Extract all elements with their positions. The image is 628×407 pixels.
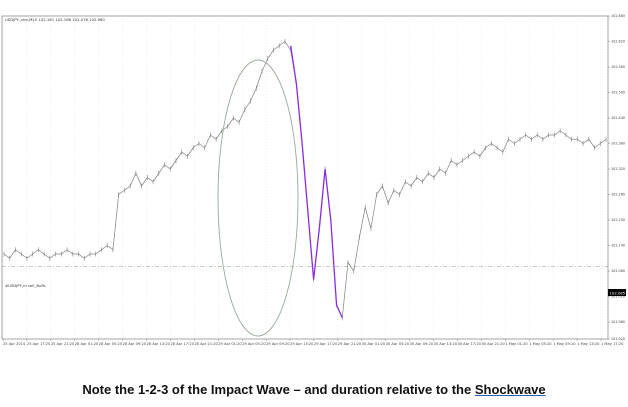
x-tick-label: 29 Apr 17:20: [314, 342, 338, 346]
x-tick-label: 28 Apr 17:20: [170, 342, 194, 346]
x-axis: 25 Apr 2014 25 Apr 17:20 25 Apr 21:20 28 Ap…: [2, 339, 624, 346]
chart-area: 102.680 102.620 102.560 102.500 102.440 102.3…: [1, 14, 626, 346]
x-tick-label: 30 Apr 01:20: [362, 342, 386, 346]
x-tick-label: 1 May 01:20: [505, 342, 528, 346]
x-tick-label: 1 May 17:20: [601, 342, 624, 346]
y-tick-label: 102.260: [611, 193, 625, 197]
caption-text: Note the 1-2-3 of the Impact Wave – and …: [82, 382, 475, 397]
y-tick-label: 102.200: [611, 218, 625, 222]
y-tick-label: 101.960: [611, 320, 625, 324]
x-tick-label: 28 Apr 13:20: [147, 342, 171, 346]
y-tick-label: 102.440: [611, 116, 625, 120]
x-tick-label: 29 Apr 13:20: [290, 342, 314, 346]
price-badge: 102.085: [610, 290, 626, 295]
y-tick-label: 102.020: [611, 295, 625, 299]
y-tick-label: 102.500: [611, 91, 625, 95]
price-chart: 102.680 102.620 102.560 102.500 102.440 102.3…: [1, 14, 626, 346]
y-tick-label: 102.320: [611, 167, 625, 171]
series-group: [3, 39, 607, 321]
impact-wave-line: [290, 45, 343, 319]
shockwave-link[interactable]: Shockwave: [474, 382, 546, 397]
y-tick-label: 102.080: [611, 269, 625, 273]
x-tick-label: 29 Apr 01:20: [218, 342, 242, 346]
x-tick-label: 29 Apr 09:20: [266, 342, 290, 346]
y-tick-label: 102.560: [611, 65, 625, 69]
x-tick-label: 29 Apr 05:20: [242, 342, 266, 346]
x-tick-label: 25 Apr 17:20: [27, 342, 51, 346]
x-tick-label: 30 Apr 17:20: [457, 342, 481, 346]
y-tick-label: 102.680: [611, 14, 625, 18]
level-label: #USDJPY,m sell_BuRL: [5, 283, 47, 288]
x-tick-label: 28 Apr 05:20: [99, 342, 123, 346]
y-tick-label: 102.380: [611, 142, 625, 146]
x-tick-label: 30 Apr 21:20: [481, 342, 505, 346]
chart-title: USDJPY,,sim,M10 102.161 102.166 102.076 …: [5, 17, 105, 22]
x-tick-label: 28 Apr 21:20: [194, 342, 218, 346]
x-tick-label: 28 Apr 09:20: [123, 342, 147, 346]
impact-wave-ellipse: [217, 59, 299, 337]
x-tick-label: 28 Apr 01:20: [75, 342, 99, 346]
x-tick-label: 30 Apr 09:20: [410, 342, 434, 346]
x-tick-label: 29 Apr 21:20: [338, 342, 362, 346]
x-tick-label: 25 Apr 21:20: [51, 342, 75, 346]
y-tick-label: 102.140: [611, 244, 625, 248]
y-axis: 102.680 102.620 102.560 102.500 102.440 102.3…: [608, 14, 625, 341]
x-tick-label: 1 May 05:20: [529, 342, 552, 346]
y-tick-label: 101.920: [611, 337, 625, 341]
y-tick-label: 102.620: [611, 40, 625, 44]
price-badge-bg: [608, 289, 626, 296]
x-tick-label: 30 Apr 05:20: [386, 342, 410, 346]
x-tick-label: 1 May 09:20: [553, 342, 576, 346]
x-tick-label: 1 May 13:20: [577, 342, 600, 346]
x-tick-label: 30 Apr 13:20: [434, 342, 458, 346]
x-tick-label: 25 Apr 2014: [3, 342, 26, 346]
caption: Note the 1-2-3 of the Impact Wave – and …: [0, 382, 628, 397]
